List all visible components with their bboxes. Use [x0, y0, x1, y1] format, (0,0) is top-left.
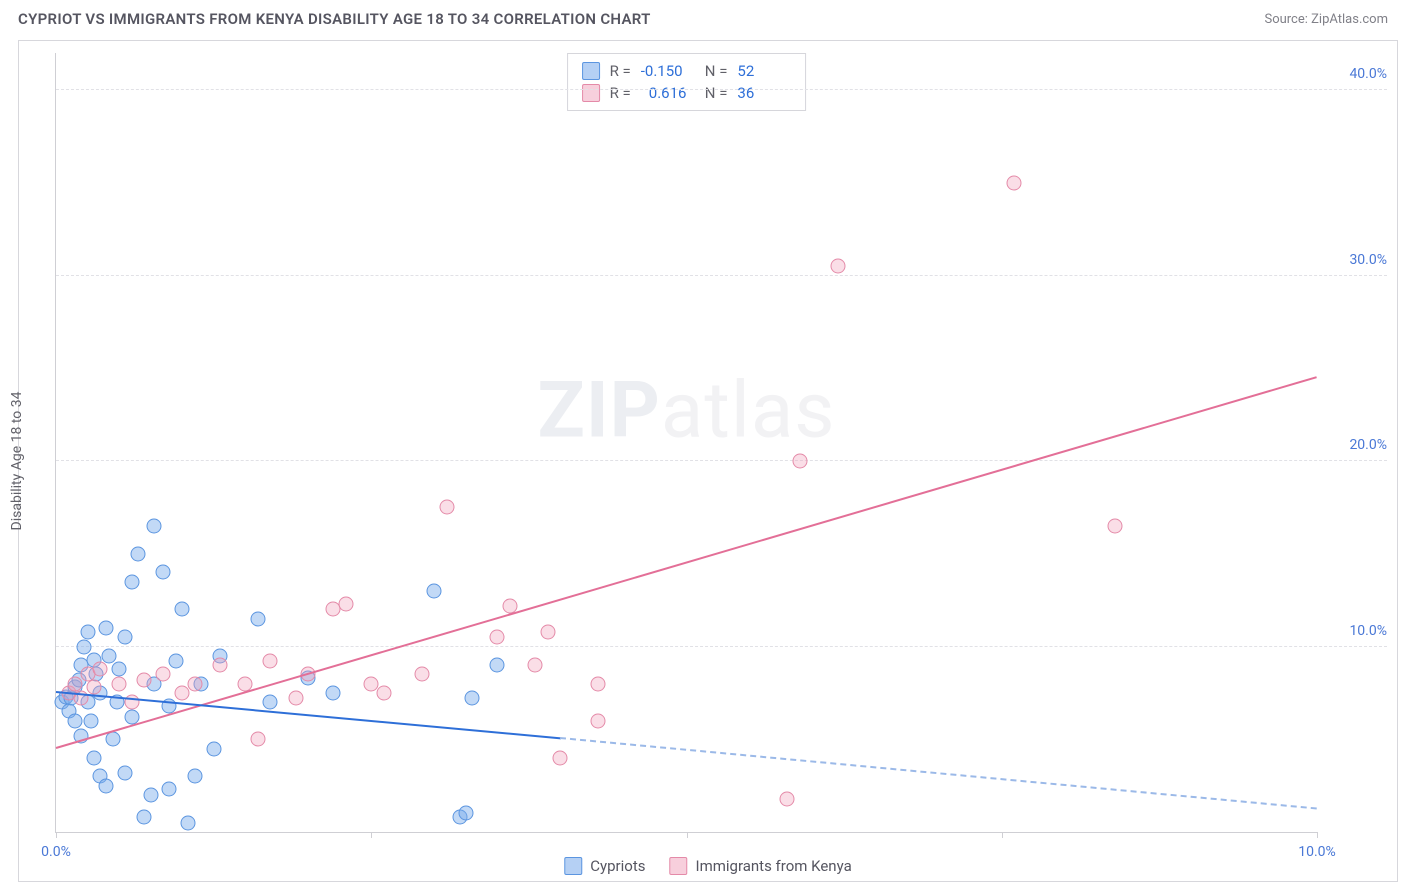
scatter-point [187, 676, 202, 691]
scatter-point [591, 713, 606, 728]
scatter-point [490, 658, 505, 673]
scatter-point [288, 691, 303, 706]
scatter-point [830, 259, 845, 274]
scatter-point [263, 654, 278, 669]
legend: Cypriots Immigrants from Kenya [564, 857, 851, 875]
swatch-pink-icon [669, 857, 687, 875]
scatter-point [137, 810, 152, 825]
scatter-point [99, 620, 114, 635]
scatter-point [490, 630, 505, 645]
scatter-point [84, 713, 99, 728]
y-tick-label: 30.0% [1349, 252, 1387, 268]
chart-source: Source: ZipAtlas.com [1264, 12, 1388, 27]
gridline [56, 89, 1387, 90]
scatter-point [162, 782, 177, 797]
scatter-point [118, 765, 133, 780]
legend-item-cypriots: Cypriots [564, 857, 645, 875]
scatter-point [187, 769, 202, 784]
scatter-point [175, 685, 190, 700]
scatter-point [67, 713, 82, 728]
scatter-point [99, 778, 114, 793]
scatter-point [156, 667, 171, 682]
scatter-point [147, 518, 162, 533]
chart-title: CYPRIOT VS IMMIGRANTS FROM KENYA DISABIL… [18, 10, 651, 28]
scatter-point [458, 806, 473, 821]
scatter-point [439, 500, 454, 515]
scatter-point [112, 661, 127, 676]
x-tick-mark [1002, 832, 1003, 838]
scatter-point [414, 667, 429, 682]
scatter-point [137, 672, 152, 687]
scatter-point [339, 596, 354, 611]
swatch-blue-icon [582, 62, 600, 80]
scatter-point [1007, 175, 1022, 190]
y-tick-label: 10.0% [1349, 623, 1387, 639]
x-tick-label: 0.0% [41, 844, 71, 860]
legend-item-kenya: Immigrants from Kenya [669, 857, 851, 875]
scatter-point [250, 611, 265, 626]
scatter-point [263, 695, 278, 710]
scatter-point [591, 676, 606, 691]
scatter-point [528, 658, 543, 673]
scatter-point [105, 732, 120, 747]
x-tick-label: 10.0% [1298, 844, 1336, 860]
scatter-point [427, 583, 442, 598]
gridline [56, 460, 1387, 461]
swatch-pink-icon [582, 84, 600, 102]
scatter-point [376, 685, 391, 700]
scatter-point [553, 750, 568, 765]
y-axis-label: Disability Age 18 to 34 [9, 392, 25, 531]
gridline [56, 275, 1387, 276]
gridline [56, 646, 1387, 647]
scatter-point [250, 732, 265, 747]
scatter-point [1108, 518, 1123, 533]
trend-line [56, 376, 1318, 749]
scatter-point [326, 685, 341, 700]
scatter-point [86, 680, 101, 695]
scatter-point [168, 654, 183, 669]
x-tick-mark [371, 832, 372, 838]
scatter-point [93, 661, 108, 676]
scatter-point [124, 574, 139, 589]
scatter-point [792, 454, 807, 469]
scatter-point [212, 658, 227, 673]
scatter-point [156, 565, 171, 580]
x-tick-mark [1317, 832, 1318, 838]
chart-container: Disability Age 18 to 34 ZIPatlas R = -0.… [18, 40, 1398, 882]
stats-row-kenya: R = 0.616 N = 36 [582, 82, 792, 104]
stats-row-cypriots: R = -0.150 N = 52 [582, 60, 792, 82]
scatter-point [780, 791, 795, 806]
scatter-point [206, 741, 221, 756]
chart-header: CYPRIOT VS IMMIGRANTS FROM KENYA DISABIL… [0, 0, 1406, 36]
trend-line [560, 737, 1317, 809]
scatter-point [181, 815, 196, 830]
scatter-point [86, 750, 101, 765]
correlation-stats-box: R = -0.150 N = 52 R = 0.616 N = 36 [567, 53, 807, 111]
scatter-point [80, 624, 95, 639]
scatter-point [101, 648, 116, 663]
scatter-point [67, 676, 82, 691]
plot-area: ZIPatlas R = -0.150 N = 52 R = 0.616 N =… [55, 53, 1317, 833]
scatter-point [540, 624, 555, 639]
swatch-blue-icon [564, 857, 582, 875]
scatter-point [118, 630, 133, 645]
y-tick-label: 20.0% [1349, 437, 1387, 453]
scatter-point [465, 691, 480, 706]
scatter-point [76, 639, 91, 654]
scatter-point [175, 602, 190, 617]
scatter-point [143, 787, 158, 802]
x-tick-mark [687, 832, 688, 838]
y-tick-label: 40.0% [1349, 66, 1387, 82]
x-tick-mark [56, 832, 57, 838]
scatter-point [130, 546, 145, 561]
watermark: ZIPatlas [537, 366, 835, 457]
scatter-point [112, 676, 127, 691]
